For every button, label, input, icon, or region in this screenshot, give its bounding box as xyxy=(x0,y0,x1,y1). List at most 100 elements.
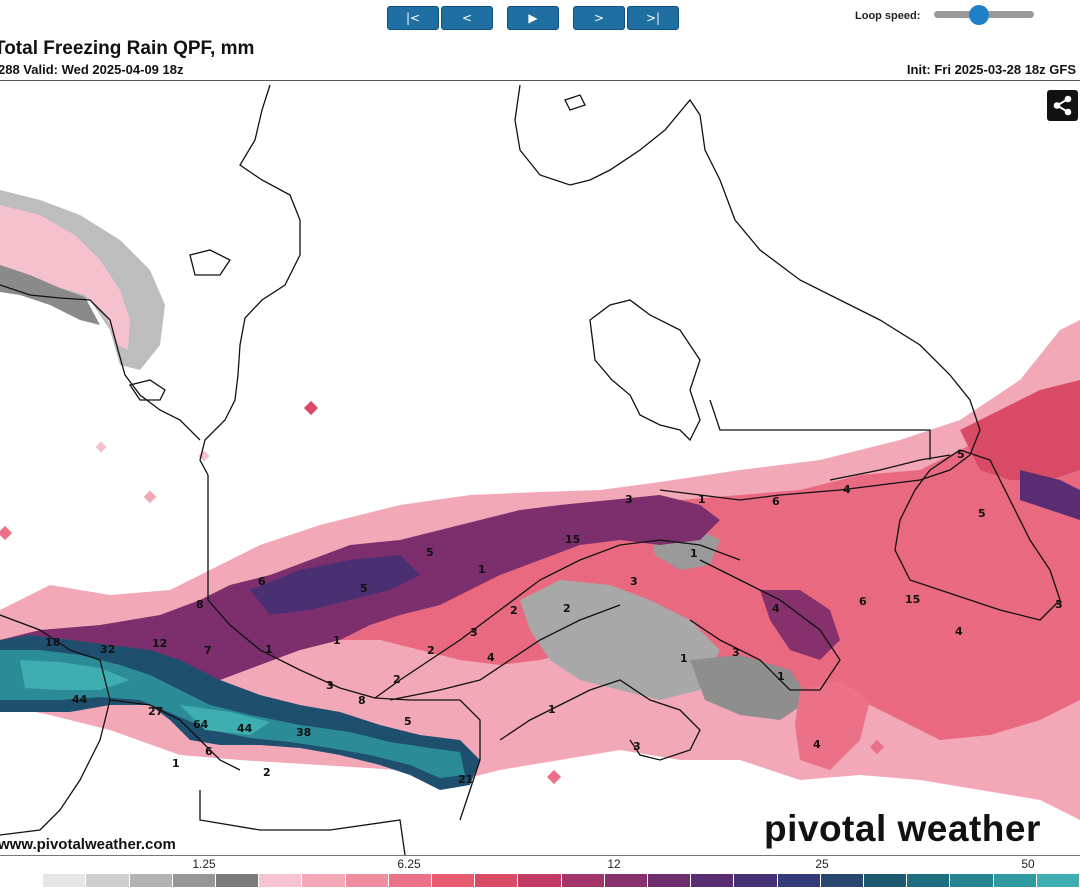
legend-color-swatch xyxy=(388,874,433,887)
last-frame-button[interactable]: >| xyxy=(627,6,679,30)
map-label: 5 xyxy=(978,507,986,520)
legend-color-swatch xyxy=(691,874,735,887)
map-label: 6 xyxy=(772,495,780,508)
legend-color-swatch xyxy=(864,874,908,887)
map-label: 1 xyxy=(690,547,698,560)
legend-color-swatch xyxy=(259,874,303,887)
map-label: 3 xyxy=(625,493,633,506)
map-label: 3 xyxy=(732,646,740,659)
pivotal-weather-logo: pivotal weather xyxy=(764,808,1041,849)
map-label: 3 xyxy=(633,740,641,753)
map-label: 6 xyxy=(859,595,867,608)
legend-color-swatch xyxy=(302,874,346,887)
legend-tick-label: 1.25 xyxy=(192,857,216,871)
legend-tick-label: 50 xyxy=(1021,857,1035,871)
map-label: 27 xyxy=(148,705,163,718)
map-label: 2 xyxy=(563,602,571,615)
play-button[interactable]: ▶ xyxy=(507,6,559,30)
legend-color-swatch xyxy=(86,874,130,887)
map-label: 8 xyxy=(196,598,204,611)
legend-color-swatch xyxy=(777,874,821,887)
map-borders xyxy=(0,84,1061,855)
map-label: 44 xyxy=(237,722,253,735)
map-label: 12 xyxy=(152,637,167,650)
map-label: 8 xyxy=(358,694,366,707)
map-label: 4 xyxy=(772,602,780,615)
legend-color-swatch xyxy=(993,874,1037,887)
site-url[interactable]: www.pivotalweather.com xyxy=(0,836,176,853)
legend-color-swatch xyxy=(43,874,87,887)
map-label: 2 xyxy=(393,673,401,686)
map-title: Total Freezing Rain QPF, mm xyxy=(0,38,255,59)
legend-color-swatch xyxy=(950,874,994,887)
loop-speed-label: Loop speed: xyxy=(855,10,921,22)
previous-frame-button[interactable]: < xyxy=(441,6,493,30)
legend-color-swatch xyxy=(561,874,605,887)
map-label: 4 xyxy=(813,738,821,751)
map-label: 5 xyxy=(957,448,965,461)
map-label: 2 xyxy=(427,644,435,657)
valid-time: 288 Valid: Wed 2025-04-09 18z xyxy=(0,62,184,77)
map-label: 4 xyxy=(843,483,851,496)
freezing-rain-shading xyxy=(0,190,1080,820)
legend-color-swatch xyxy=(734,874,778,887)
share-button[interactable] xyxy=(1047,90,1078,121)
map-label: 6 xyxy=(205,745,213,758)
legend-color-swatch xyxy=(432,874,476,887)
map-label: 7 xyxy=(204,644,212,657)
map-label: 6 xyxy=(258,575,266,588)
map-label: 1 xyxy=(333,634,341,647)
map-label: 2 xyxy=(263,766,271,779)
legend-color-swatch xyxy=(0,874,44,887)
legend-color-swatch xyxy=(648,874,692,887)
map-label: 32 xyxy=(100,643,115,656)
next-frame-button[interactable]: > xyxy=(573,6,625,30)
map-label: 3 xyxy=(326,679,334,692)
map-label: 1 xyxy=(478,563,486,576)
map-label: 1 xyxy=(265,643,273,656)
legend-color-swatch xyxy=(907,874,951,887)
map-label: 1 xyxy=(698,493,706,506)
legend-tick-label: 12 xyxy=(607,857,621,871)
legend-color-swatch xyxy=(129,874,173,887)
map-label: 2 xyxy=(510,604,518,617)
map-label: 44 xyxy=(72,693,88,706)
map-value-labels: 18 32 12 44 27 64 44 38 6 1 2 7 8 6 5 5 … xyxy=(45,448,1063,786)
map-label: 5 xyxy=(404,715,412,728)
legend-color-swatch xyxy=(518,874,562,887)
init-time: Init: Fri 2025-03-28 18z GFS xyxy=(906,62,1076,77)
legend-color-swatch xyxy=(475,874,519,887)
map-label: 5 xyxy=(360,582,368,595)
share-icon xyxy=(1053,95,1072,116)
map-label: 64 xyxy=(193,718,209,731)
legend-divider xyxy=(0,855,1080,856)
loop-speed-slider-handle[interactable] xyxy=(969,5,989,25)
map-label: 15 xyxy=(565,533,580,546)
legend-color-swatch xyxy=(172,874,217,887)
map-label: 1 xyxy=(172,757,180,770)
map-label: 5 xyxy=(426,546,434,559)
legend-color-swatch xyxy=(345,874,389,887)
map-label: 21 xyxy=(458,773,473,786)
map-label: 15 xyxy=(905,593,920,606)
legend-tick-label: 25 xyxy=(815,857,829,871)
map-label: 1 xyxy=(777,670,785,683)
forecast-map[interactable]: 18 32 12 44 27 64 44 38 6 1 2 7 8 6 5 5 … xyxy=(0,81,1080,855)
map-label: 3 xyxy=(1055,598,1063,611)
map-label: 18 xyxy=(45,636,60,649)
map-label: 38 xyxy=(296,726,311,739)
map-label: 4 xyxy=(955,625,963,638)
legend-color-swatch xyxy=(216,874,260,887)
legend-colorbar xyxy=(0,874,1080,887)
map-label: 1 xyxy=(680,652,688,665)
map-label: 1 xyxy=(548,703,556,716)
header-divider xyxy=(0,80,1080,81)
map-label: 3 xyxy=(630,575,638,588)
map-label: 4 xyxy=(487,651,495,664)
first-frame-button[interactable]: |< xyxy=(387,6,439,30)
legend-color-swatch xyxy=(820,874,865,887)
legend-tick-label: 6.25 xyxy=(397,857,421,871)
legend-color-swatch xyxy=(1036,874,1080,887)
map-label: 3 xyxy=(470,626,478,639)
legend-color-swatch xyxy=(604,874,649,887)
